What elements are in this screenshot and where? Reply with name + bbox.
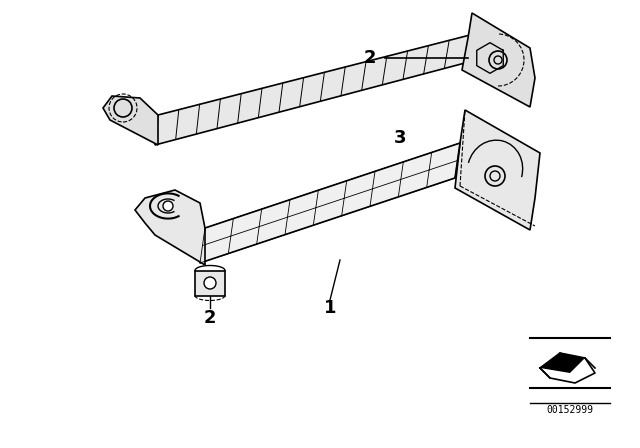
Text: 2: 2 xyxy=(204,309,216,327)
Polygon shape xyxy=(462,13,535,107)
Text: 00152999: 00152999 xyxy=(547,405,593,415)
Polygon shape xyxy=(135,190,205,265)
Text: 3: 3 xyxy=(394,129,406,147)
Circle shape xyxy=(163,201,173,211)
Polygon shape xyxy=(155,35,470,145)
Polygon shape xyxy=(455,110,540,230)
Circle shape xyxy=(204,277,216,289)
Text: 2: 2 xyxy=(364,49,376,67)
Polygon shape xyxy=(103,96,158,145)
Text: 1: 1 xyxy=(324,299,336,317)
Polygon shape xyxy=(540,353,585,373)
Polygon shape xyxy=(200,143,460,263)
Polygon shape xyxy=(195,271,225,296)
